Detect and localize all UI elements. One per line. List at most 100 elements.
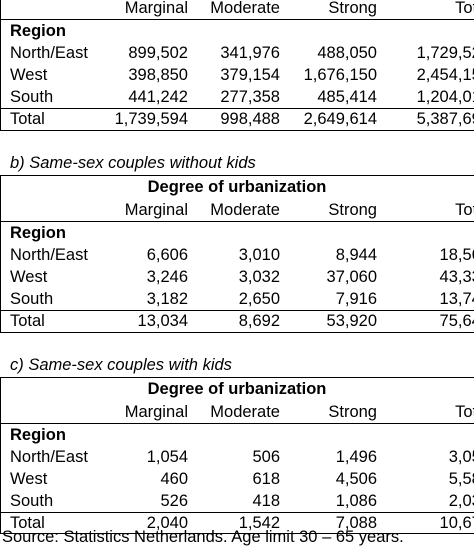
cell-total: 1,204,014 [416, 88, 474, 106]
table-c-bottom-rule [0, 533, 474, 534]
column-header-strong: Strong [328, 201, 377, 219]
row-label: South [10, 492, 54, 510]
cell-total: 3,056 [448, 448, 474, 466]
cell-marginal: 899,502 [128, 44, 188, 62]
table-b-total-rule [0, 310, 474, 311]
source-note: Source: Statistics Netherlands. Age limi… [2, 528, 404, 546]
column-header-moderate: Moderate [210, 403, 280, 421]
cell-moderate: 3,032 [238, 268, 280, 286]
table-c-total-rule [0, 512, 474, 513]
table-c-top-rule [0, 377, 474, 378]
table-a-total-rule [0, 108, 474, 109]
table-row-total: Total 2,040 1,542 7,088 10,670 [0, 512, 474, 534]
cell-strong: 1,496 [335, 448, 377, 466]
cell-marginal: 1,054 [146, 448, 188, 466]
table-row: North/East 1,054 506 1,496 3,056 [0, 446, 474, 468]
column-header-strong: Strong [328, 403, 377, 421]
region-label: Region [10, 22, 66, 40]
table-b-left-border [0, 175, 1, 333]
cell-marginal: 398,850 [128, 66, 188, 84]
table-b-region-row: Region [0, 222, 474, 244]
row-label: North/East [10, 448, 88, 466]
cell-strong: 8,944 [335, 246, 377, 264]
cell-total: 5,584 [448, 470, 474, 488]
row-label: Total [10, 514, 45, 532]
row-label: West [10, 268, 48, 286]
cell-moderate: 379,154 [220, 66, 280, 84]
cell-moderate: 277,358 [220, 88, 280, 106]
cell-marginal: 1,739,594 [114, 110, 188, 128]
column-header-total: Total [455, 403, 474, 421]
cell-total: 43,338 [439, 268, 474, 286]
table-row: North/East 6,606 3,010 8,944 18,560 [0, 244, 474, 266]
table-row: West 398,850 379,154 1,676,150 2,454,154 [0, 64, 474, 86]
table-row: South 441,242 277,358 485,414 1,204,014 [0, 86, 474, 108]
cell-moderate: 618 [252, 470, 280, 488]
cell-strong: 485,414 [317, 88, 377, 106]
row-label: Total [10, 110, 45, 128]
column-header-total: Total [455, 0, 474, 17]
table-b-top-rule [0, 175, 474, 176]
table-c-column-headers: Marginal Moderate Strong Total [0, 401, 474, 423]
cell-marginal: 460 [160, 470, 188, 488]
cell-moderate: 8,692 [238, 312, 280, 330]
cell-strong: 37,060 [326, 268, 377, 286]
table-row: North/East 899,502 341,976 488,050 1,729… [0, 42, 474, 64]
row-label: North/East [10, 44, 88, 62]
table-b-header-rule [0, 221, 474, 222]
row-label: Total [10, 312, 45, 330]
table-b-group-header: Degree of urbanization [147, 178, 327, 196]
cell-strong: 1,676,150 [303, 66, 377, 84]
cell-marginal: 3,246 [146, 268, 188, 286]
cell-marginal: 6,606 [146, 246, 188, 264]
cell-moderate: 418 [252, 492, 280, 510]
table-row: West 460 618 4,506 5,584 [0, 468, 474, 490]
row-label: West [10, 470, 48, 488]
column-header-marginal: Marginal [124, 201, 188, 219]
row-label: North/East [10, 246, 88, 264]
cell-marginal: 2,040 [146, 514, 188, 532]
cell-moderate: 3,010 [238, 246, 280, 264]
table-b-column-headers: Marginal Moderate Strong Total [0, 199, 474, 221]
table-a-bottom-rule [0, 130, 474, 131]
cell-moderate: 1,542 [238, 514, 280, 532]
cell-strong: 2,649,614 [303, 110, 377, 128]
cell-total: 5,387,696 [416, 110, 474, 128]
cell-total: 2,030 [448, 492, 474, 510]
region-label: Region [10, 426, 66, 444]
table-a-column-headers: Marginal Moderate Strong Total [0, 0, 474, 19]
row-label: West [10, 66, 48, 84]
cell-total: 2,454,154 [416, 66, 474, 84]
cell-total: 13,748 [439, 290, 474, 308]
table-a-region-row: Region [0, 20, 474, 42]
cell-moderate: 2,650 [238, 290, 280, 308]
table-row: South 3,182 2,650 7,916 13,748 [0, 288, 474, 310]
cell-strong: 53,920 [326, 312, 377, 330]
column-header-strong: Strong [328, 0, 377, 17]
cell-strong: 7,916 [335, 290, 377, 308]
column-header-marginal: Marginal [124, 0, 188, 17]
column-header-moderate: Moderate [210, 201, 280, 219]
cell-moderate: 998,488 [220, 110, 280, 128]
cell-strong: 4,506 [335, 470, 377, 488]
cell-marginal: 441,242 [128, 88, 188, 106]
table-a-header-rule [0, 19, 474, 20]
table-c-header-rule [0, 423, 474, 424]
cell-marginal: 13,034 [137, 312, 188, 330]
cell-marginal: 526 [160, 492, 188, 510]
cell-strong: 1,086 [335, 492, 377, 510]
table-c-group-header: Degree of urbanization [147, 380, 327, 398]
region-label: Region [10, 224, 66, 242]
cell-strong: 488,050 [317, 44, 377, 62]
table-b-title: b) Same-sex couples without kids [10, 154, 256, 172]
cell-total: 18,560 [439, 246, 474, 264]
table-row: West 3,246 3,032 37,060 43,338 [0, 266, 474, 288]
cell-moderate: 506 [252, 448, 280, 466]
table-row-total: Total 13,034 8,692 53,920 75,646 [0, 310, 474, 332]
table-a-left-border [0, 0, 1, 131]
cell-total: 75,646 [439, 312, 474, 330]
table-c-left-border [0, 377, 1, 534]
cell-marginal: 3,182 [146, 290, 188, 308]
table-b-bottom-rule [0, 332, 474, 333]
table-row-total: Total 1,739,594 998,488 2,649,614 5,387,… [0, 108, 474, 130]
